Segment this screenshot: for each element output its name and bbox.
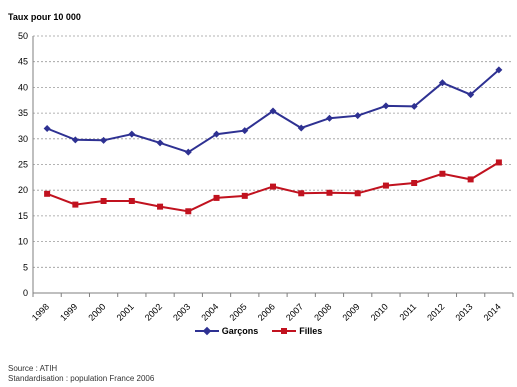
- x-tick-label: 2003: [171, 302, 192, 323]
- data-point-filles: [439, 170, 446, 177]
- x-tick-label: 2001: [115, 302, 136, 323]
- data-point-garcons: [467, 91, 475, 99]
- y-tick-label: 15: [18, 211, 28, 221]
- y-tick-label: 5: [23, 262, 28, 272]
- x-tick-label: 2002: [143, 302, 164, 323]
- x-tick-label: 2005: [228, 302, 249, 323]
- y-tick-label: 0: [23, 288, 28, 298]
- x-tick-label: 2007: [284, 302, 305, 323]
- y-tick-label: 45: [18, 57, 28, 67]
- source-note: Source : ATIH: [8, 364, 58, 373]
- legend-item-garcons: Garçons: [194, 326, 259, 336]
- data-point-filles: [495, 159, 502, 166]
- data-point-garcons: [213, 130, 221, 138]
- line-chart: 0 5 10 15 20 25 30 35 40 45 50 1998 1999 2000 2001 2002…: [18, 31, 514, 323]
- data-point-filles: [128, 197, 135, 204]
- data-point-garcons: [382, 102, 390, 110]
- data-point-garcons: [495, 66, 503, 74]
- data-point-garcons: [100, 136, 108, 144]
- legend-marker-garcons: [202, 326, 211, 336]
- y-tick-label: 30: [18, 134, 28, 144]
- x-tick-label: 2008: [312, 302, 333, 323]
- standardisation-note: Standardisation : population France 2006: [8, 374, 155, 383]
- x-tick-label: 2009: [340, 302, 361, 323]
- data-point-filles: [72, 201, 79, 208]
- data-point-filles: [298, 190, 305, 197]
- data-point-filles: [213, 194, 220, 201]
- data-point-filles: [44, 190, 51, 197]
- legend-swatch-garcons: [194, 326, 219, 336]
- data-point-garcons: [43, 125, 51, 133]
- data-point-filles: [354, 190, 361, 197]
- y-tick-label: 40: [18, 82, 28, 92]
- x-tick-label: 2004: [199, 302, 220, 323]
- legend-label-filles: Filles: [299, 326, 323, 336]
- data-point-garcons: [354, 112, 362, 120]
- data-point-garcons: [156, 139, 164, 147]
- x-tick-label: 2013: [453, 302, 474, 323]
- x-tick-label: 2011: [397, 302, 418, 323]
- data-point-garcons: [128, 130, 136, 138]
- data-point-garcons: [325, 114, 333, 122]
- data-point-garcons: [297, 124, 305, 132]
- data-point-garcons: [241, 127, 249, 135]
- data-point-filles: [411, 180, 418, 187]
- x-tick-label: 2006: [256, 302, 277, 323]
- data-point-filles: [382, 182, 389, 189]
- data-point-filles: [241, 192, 248, 199]
- data-point-garcons: [410, 102, 418, 110]
- data-point-filles: [157, 203, 164, 210]
- x-tick-label: 1999: [58, 302, 79, 323]
- legend-item-filles: Filles: [272, 326, 322, 336]
- legend: Garçons Filles: [0, 326, 517, 336]
- y-tick-label: 35: [18, 108, 28, 118]
- x-tick-label: 1998: [30, 302, 51, 323]
- y-tick-label: 20: [18, 185, 28, 195]
- y-tick-label: 10: [18, 237, 28, 247]
- data-point-filles: [185, 208, 192, 215]
- data-point-garcons: [184, 148, 192, 156]
- x-tick-label: 2012: [425, 302, 446, 323]
- y-tick-label: 50: [18, 31, 28, 41]
- footer: Source : ATIH Standardisation : populati…: [8, 364, 154, 384]
- legend-swatch-filles: [272, 326, 297, 336]
- legend-label-garcons: Garçons: [221, 326, 259, 336]
- data-point-garcons: [438, 79, 446, 87]
- x-tick-label: 2014: [482, 302, 503, 323]
- data-point-filles: [100, 197, 107, 204]
- data-point-filles: [467, 176, 474, 183]
- x-tick-label: 2000: [86, 302, 107, 323]
- data-point-filles: [326, 189, 333, 196]
- data-point-garcons: [71, 136, 79, 144]
- data-point-filles: [270, 183, 276, 190]
- data-point-garcons: [269, 107, 277, 115]
- x-tick-label: 2010: [369, 302, 390, 323]
- legend-marker-filles: [281, 328, 288, 334]
- y-axis-title: Taux pour 10 000: [8, 12, 81, 22]
- y-tick-label: 25: [18, 160, 28, 170]
